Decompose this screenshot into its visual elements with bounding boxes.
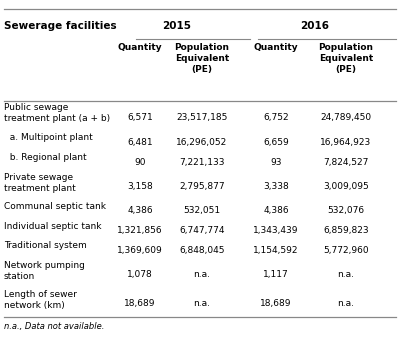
Text: 6,859,823: 6,859,823 [323,226,369,235]
Text: 7,221,133: 7,221,133 [179,157,225,167]
Text: 18,689: 18,689 [260,299,292,308]
Text: 5,772,960: 5,772,960 [323,246,369,255]
Text: 532,051: 532,051 [184,206,220,215]
Text: b. Regional plant: b. Regional plant [4,153,87,162]
Text: 3,009,095: 3,009,095 [323,182,369,191]
Text: 2015: 2015 [162,21,192,31]
Text: 1,117: 1,117 [263,270,289,279]
Text: n.a.: n.a. [194,270,210,279]
Text: Private sewage
treatment plant: Private sewage treatment plant [4,173,76,193]
Text: Individual septic tank: Individual septic tank [4,222,102,231]
Text: 90: 90 [134,157,146,167]
Text: 532,076: 532,076 [328,206,364,215]
Text: Population
Equivalent
(PE): Population Equivalent (PE) [174,43,230,73]
Text: 6,848,045: 6,848,045 [179,246,225,255]
Text: 93: 93 [270,157,282,167]
Text: Population
Equivalent
(PE): Population Equivalent (PE) [318,43,374,73]
Text: Network pumping
station: Network pumping station [4,261,85,281]
Text: 1,321,856: 1,321,856 [117,226,163,235]
Text: n.a., Data not available.: n.a., Data not available. [4,322,104,331]
Text: 4,386: 4,386 [263,206,289,215]
Text: 6,571: 6,571 [127,113,153,122]
Text: 1,078: 1,078 [127,270,153,279]
Text: n.a.: n.a. [338,299,354,308]
Text: 1,369,609: 1,369,609 [117,246,163,255]
Text: Quantity: Quantity [254,43,298,52]
Text: 7,824,527: 7,824,527 [323,157,369,167]
Text: 4,386: 4,386 [127,206,153,215]
Text: Public sewage
treatment plant (a + b): Public sewage treatment plant (a + b) [4,103,110,123]
Text: n.a.: n.a. [194,299,210,308]
Text: 1,343,439: 1,343,439 [253,226,299,235]
Text: Length of sewer
network (km): Length of sewer network (km) [4,290,77,310]
Text: 23,517,185: 23,517,185 [176,113,228,122]
Text: 6,481: 6,481 [127,138,153,147]
Text: 16,964,923: 16,964,923 [320,138,372,147]
Text: n.a.: n.a. [338,270,354,279]
Text: Sewerage facilities: Sewerage facilities [4,21,117,31]
Text: 3,158: 3,158 [127,182,153,191]
Text: 6,659: 6,659 [263,138,289,147]
Text: 2016: 2016 [300,21,330,31]
Text: 3,338: 3,338 [263,182,289,191]
Text: 2,795,877: 2,795,877 [179,182,225,191]
Text: 6,752: 6,752 [263,113,289,122]
Text: a. Multipoint plant: a. Multipoint plant [4,133,93,142]
Text: 18,689: 18,689 [124,299,156,308]
Text: Quantity: Quantity [118,43,162,52]
Text: Communal septic tank: Communal septic tank [4,202,106,211]
Text: Traditional system: Traditional system [4,241,87,250]
Text: 1,154,592: 1,154,592 [253,246,299,255]
Text: 16,296,052: 16,296,052 [176,138,228,147]
Text: 24,789,450: 24,789,450 [320,113,372,122]
Text: 6,747,774: 6,747,774 [179,226,225,235]
